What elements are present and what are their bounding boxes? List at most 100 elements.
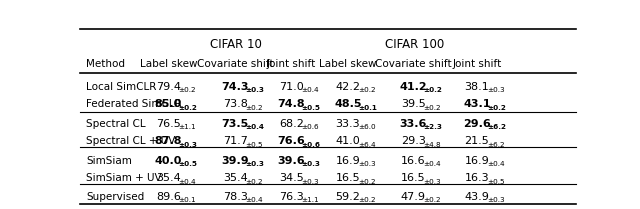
Text: Spectral CL: Spectral CL (86, 119, 146, 129)
Text: 34.5: 34.5 (279, 173, 303, 183)
Text: Spectral CL + UV: Spectral CL + UV (86, 136, 176, 146)
Text: Local SimCLR: Local SimCLR (86, 82, 157, 92)
Text: Joint shift: Joint shift (452, 59, 501, 69)
Text: 74.8: 74.8 (278, 99, 305, 109)
Text: 48.5: 48.5 (334, 99, 362, 109)
Text: 35.4: 35.4 (156, 173, 180, 183)
Text: Federated SimCLR: Federated SimCLR (86, 99, 182, 109)
Text: 16.6: 16.6 (401, 155, 426, 166)
Text: 39.5: 39.5 (401, 99, 426, 109)
Text: 29.6: 29.6 (463, 119, 491, 129)
Text: ±0.2: ±0.2 (487, 105, 506, 111)
Text: ±0.3: ±0.3 (246, 161, 264, 167)
Text: ±0.4: ±0.4 (246, 198, 263, 204)
Text: Supervised: Supervised (86, 192, 145, 202)
Text: ±6.2: ±6.2 (487, 124, 506, 130)
Text: 47.9: 47.9 (401, 192, 426, 202)
Text: 76.3: 76.3 (279, 192, 303, 202)
Text: ±0.4: ±0.4 (301, 87, 319, 93)
Text: Label skew: Label skew (319, 59, 376, 69)
Text: ±0.1: ±0.1 (358, 105, 377, 111)
Text: ±0.2: ±0.2 (424, 87, 442, 93)
Text: ±0.3: ±0.3 (487, 198, 505, 204)
Text: 73.8: 73.8 (223, 99, 248, 109)
Text: CIFAR 10: CIFAR 10 (211, 38, 262, 51)
Text: ±2.3: ±2.3 (424, 124, 442, 130)
Text: ±0.2: ±0.2 (424, 198, 441, 204)
Text: 71.7: 71.7 (223, 136, 248, 146)
Text: SimSiam + UV: SimSiam + UV (86, 173, 162, 183)
Text: Method: Method (86, 59, 125, 69)
Text: 59.2: 59.2 (335, 192, 360, 202)
Text: 39.9: 39.9 (221, 155, 249, 166)
Text: 85.0: 85.0 (155, 99, 182, 109)
Text: 43.9: 43.9 (465, 192, 489, 202)
Text: ±0.3: ±0.3 (179, 142, 198, 148)
Text: ±0.4: ±0.4 (246, 124, 264, 130)
Text: 16.9: 16.9 (335, 155, 360, 166)
Text: ±0.5: ±0.5 (246, 142, 263, 148)
Text: 16.5: 16.5 (335, 173, 360, 183)
Text: 42.2: 42.2 (335, 82, 360, 92)
Text: ±0.3: ±0.3 (301, 161, 321, 167)
Text: ±0.4: ±0.4 (179, 179, 196, 185)
Text: ±0.4: ±0.4 (487, 161, 505, 167)
Text: 74.3: 74.3 (221, 82, 249, 92)
Text: SimSiam: SimSiam (86, 155, 132, 166)
Text: ±1.1: ±1.1 (301, 198, 319, 204)
Text: 78.3: 78.3 (223, 192, 248, 202)
Text: 43.1: 43.1 (463, 99, 490, 109)
Text: ±0.3: ±0.3 (301, 179, 319, 185)
Text: 35.4: 35.4 (223, 173, 248, 183)
Text: 41.0: 41.0 (335, 136, 360, 146)
Text: 16.5: 16.5 (401, 173, 426, 183)
Text: 76.6: 76.6 (277, 136, 305, 146)
Text: 29.3: 29.3 (401, 136, 426, 146)
Text: Label skew: Label skew (140, 59, 197, 69)
Text: ±0.5: ±0.5 (179, 161, 198, 167)
Text: ±6.2: ±6.2 (487, 142, 505, 148)
Text: ±0.2: ±0.2 (358, 87, 376, 93)
Text: 79.4: 79.4 (156, 82, 180, 92)
Text: 38.1: 38.1 (465, 82, 489, 92)
Text: 68.2: 68.2 (279, 119, 304, 129)
Text: Covariate shift: Covariate shift (197, 59, 273, 69)
Text: ±0.6: ±0.6 (301, 142, 321, 148)
Text: CIFAR 100: CIFAR 100 (385, 38, 444, 51)
Text: ±0.2: ±0.2 (358, 179, 376, 185)
Text: 89.6: 89.6 (156, 192, 180, 202)
Text: 33.6: 33.6 (399, 119, 427, 129)
Text: ±0.2: ±0.2 (179, 87, 196, 93)
Text: ±6.4: ±6.4 (358, 142, 376, 148)
Text: ±0.3: ±0.3 (358, 161, 376, 167)
Text: ±0.2: ±0.2 (179, 105, 198, 111)
Text: ±0.3: ±0.3 (487, 87, 505, 93)
Text: ±0.2: ±0.2 (246, 105, 263, 111)
Text: 16.9: 16.9 (465, 155, 489, 166)
Text: ±0.2: ±0.2 (358, 198, 376, 204)
Text: ±0.3: ±0.3 (424, 179, 441, 185)
Text: ±1.1: ±1.1 (179, 124, 196, 130)
Text: 33.3: 33.3 (335, 119, 360, 129)
Text: 71.0: 71.0 (279, 82, 303, 92)
Text: ±0.1: ±0.1 (179, 198, 196, 204)
Text: 40.0: 40.0 (155, 155, 182, 166)
Text: 73.5: 73.5 (221, 119, 249, 129)
Text: 16.3: 16.3 (465, 173, 489, 183)
Text: ±0.3: ±0.3 (246, 87, 264, 93)
Text: ±6.0: ±6.0 (358, 124, 376, 130)
Text: Covariate shift: Covariate shift (375, 59, 452, 69)
Text: ±0.2: ±0.2 (424, 105, 441, 111)
Text: ±0.4: ±0.4 (424, 161, 441, 167)
Text: Joint shift: Joint shift (267, 59, 316, 69)
Text: 41.2: 41.2 (399, 82, 427, 92)
Text: ±0.2: ±0.2 (246, 179, 263, 185)
Text: ±0.6: ±0.6 (301, 124, 319, 130)
Text: 87.8: 87.8 (154, 136, 182, 146)
Text: ±4.8: ±4.8 (424, 142, 441, 148)
Text: 39.6: 39.6 (278, 155, 305, 166)
Text: 21.5: 21.5 (465, 136, 489, 146)
Text: ±0.5: ±0.5 (301, 105, 321, 111)
Text: ±0.5: ±0.5 (487, 179, 505, 185)
Text: 76.5: 76.5 (156, 119, 180, 129)
